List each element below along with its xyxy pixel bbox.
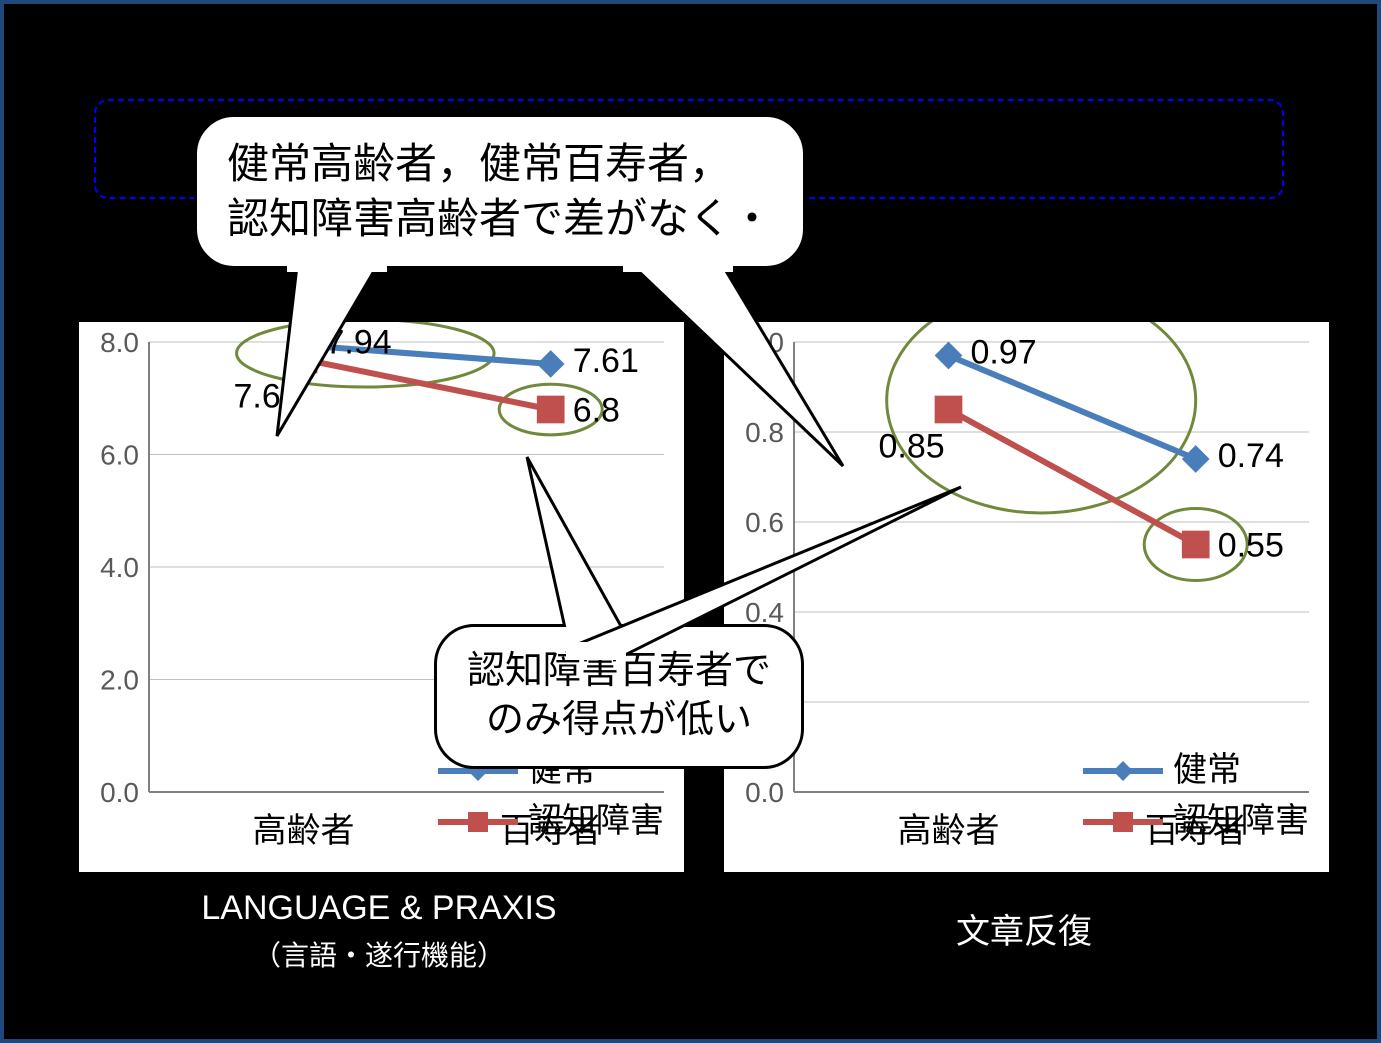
svg-text:0.0: 0.0 [100, 777, 139, 808]
legend-impaired: 認知障害 [1083, 796, 1309, 847]
callout-mid: 認知障害百寿者でのみ得点が低い [434, 624, 804, 769]
svg-text:4.0: 4.0 [100, 552, 139, 583]
legend: 健常 認知障害 [1083, 745, 1309, 847]
callout-mid-tail-right [571, 587, 831, 667]
chart-left-title: LANGUAGE & PRAXIS （言語・遂行機能） [79, 889, 679, 974]
legend-impaired: 認知障害 [438, 796, 664, 847]
legend-impaired-icon [438, 810, 518, 834]
svg-text:6.0: 6.0 [100, 440, 139, 471]
legend-impaired-label: 認知障害 [1173, 796, 1309, 847]
svg-text:0.85: 0.85 [879, 428, 945, 466]
legend-healthy-icon [1083, 759, 1163, 783]
svg-text:0.6: 0.6 [745, 507, 784, 538]
svg-text:高齢者: 高齢者 [253, 812, 355, 850]
callout-top-tail-right [613, 266, 813, 426]
svg-text:0.97: 0.97 [971, 334, 1037, 372]
callout-top: 健常高齢者，健常百寿者，認知障害高齢者で差がなく・ [194, 114, 806, 269]
legend-healthy: 健常 [1083, 745, 1309, 796]
svg-text:0.55: 0.55 [1218, 527, 1284, 565]
svg-text:0.0: 0.0 [745, 777, 784, 808]
chart-left-title-sub: （言語・遂行機能） [79, 934, 679, 974]
legend-impaired-label: 認知障害 [528, 796, 664, 847]
svg-text:0.74: 0.74 [1218, 437, 1284, 475]
svg-text:2.0: 2.0 [100, 665, 139, 696]
legend-impaired-icon [1083, 810, 1163, 834]
svg-text:8.0: 8.0 [100, 327, 139, 358]
callout-top-tail-left [257, 266, 417, 386]
chart-left-title-main: LANGUAGE & PRAXIS [201, 889, 556, 927]
callout-top-text: 健常高齢者，健常百寿者，認知障害高齢者で差がなく・ [227, 140, 773, 242]
legend-healthy-label: 健常 [1173, 745, 1241, 796]
chart-right-title: 文章反復 [724, 904, 1324, 953]
svg-text:高齢者: 高齢者 [898, 812, 1000, 850]
chart-right-title-main: 文章反復 [956, 913, 1092, 951]
